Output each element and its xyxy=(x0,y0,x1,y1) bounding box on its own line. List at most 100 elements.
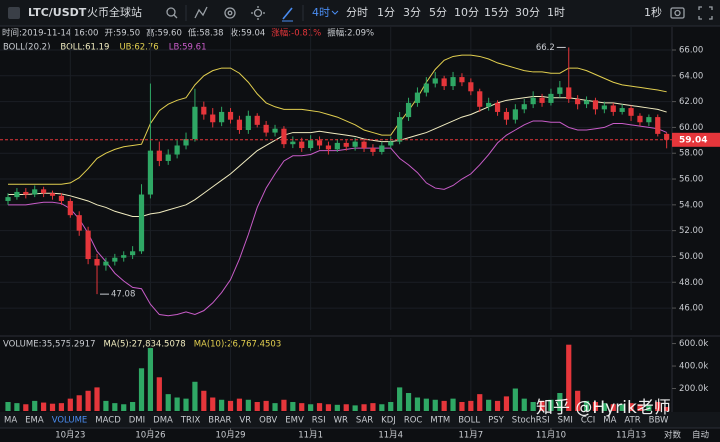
volume-bar xyxy=(370,403,376,411)
screenshot-icon[interactable] xyxy=(670,7,685,19)
info-item: 低:58.38 xyxy=(188,28,224,39)
indicator-tab[interactable]: SAR xyxy=(356,416,373,426)
candle-body xyxy=(414,92,421,103)
draw-icon[interactable] xyxy=(282,7,293,22)
watermark: 知乎 @Hyrik老师 xyxy=(536,398,671,418)
x-tick-label: 11月7 xyxy=(458,431,483,441)
volume-bar xyxy=(5,402,11,411)
interval-button[interactable]: 4时 xyxy=(312,6,330,19)
candle-body xyxy=(23,191,29,195)
candle-body xyxy=(583,100,590,105)
candle-body xyxy=(5,197,11,201)
scale-button[interactable]: 自动 xyxy=(692,430,710,441)
scale-button[interactable]: 对数 xyxy=(664,430,682,441)
indicator-tab[interactable]: PSY xyxy=(488,416,505,426)
candle-body xyxy=(610,105,616,112)
indicator-tab[interactable]: BBW xyxy=(649,416,669,426)
interval-button[interactable]: 1分 xyxy=(377,6,395,19)
volume-bar xyxy=(459,402,465,411)
refresh-speed[interactable]: 1秒 xyxy=(644,5,662,19)
boll-legend: BOLL(20,2) xyxy=(3,43,50,53)
volume-bar xyxy=(138,368,145,411)
volume-bar xyxy=(646,405,652,411)
candle-body xyxy=(486,102,492,107)
candle-body xyxy=(637,115,643,123)
symbol[interactable]: LTC/USDT xyxy=(28,6,87,19)
indicator-tab[interactable]: ROC xyxy=(404,416,423,426)
indicator-tab[interactable]: BOLL xyxy=(458,416,480,426)
indicator-tab[interactable]: MA xyxy=(603,416,616,426)
indicator-tab[interactable]: DMA xyxy=(153,416,173,426)
indicator-tab[interactable]: MA xyxy=(4,416,17,426)
volume-bar xyxy=(494,400,501,411)
indicator-tab[interactable]: CCI xyxy=(581,416,595,426)
indicator-tab[interactable]: SMI xyxy=(558,416,573,426)
indicator-tab[interactable]: RSI xyxy=(312,416,326,426)
menu-icon[interactable] xyxy=(8,7,20,19)
candle-body xyxy=(121,255,127,258)
interval-button[interactable]: 5分 xyxy=(429,6,447,19)
indicator-tab[interactable]: WR xyxy=(334,416,348,426)
info-item: 收:59.04 xyxy=(230,28,266,39)
candle-body xyxy=(245,115,251,130)
fullscreen-icon[interactable] xyxy=(698,6,713,20)
indicator-tab[interactable]: VR xyxy=(239,416,251,426)
x-tick-label: 10月29 xyxy=(215,431,245,441)
settings-icon[interactable] xyxy=(224,7,236,19)
dropdown-chevron[interactable] xyxy=(331,10,339,15)
y-tick-label: 58.00 xyxy=(679,149,703,159)
volume-bar xyxy=(76,395,82,411)
volume-bar xyxy=(325,404,332,411)
volume-bar xyxy=(423,398,429,411)
x-tick-label: 11月1 xyxy=(298,431,323,441)
volume-bar xyxy=(299,403,305,411)
indicator-tab[interactable]: EMV xyxy=(285,416,304,426)
volume-bar xyxy=(441,400,447,411)
interval-button[interactable]: 1时 xyxy=(547,6,565,19)
volume-bar xyxy=(539,400,545,411)
max-annotation: 66.2 xyxy=(536,43,555,53)
indicator-tab[interactable]: EMA xyxy=(25,416,44,426)
interval-button[interactable]: 30分 xyxy=(515,6,540,19)
volume-bar xyxy=(165,394,171,411)
y-tick-label: 46.00 xyxy=(679,304,703,314)
candle-body xyxy=(67,200,73,216)
candle-body xyxy=(308,140,314,149)
indicator-tab[interactable]: MTM xyxy=(430,416,450,426)
volume-bar xyxy=(227,400,234,411)
candle-body xyxy=(316,140,323,146)
info-item: 开:59.50 xyxy=(104,29,140,39)
volume-bar xyxy=(121,404,127,411)
interval-button[interactable]: 3分 xyxy=(403,6,421,19)
indicator-tab[interactable]: TRIX xyxy=(180,416,201,426)
interval-button[interactable]: 15分 xyxy=(484,6,509,19)
indicator-tab[interactable]: OBV xyxy=(259,416,277,426)
last-price-box xyxy=(672,132,720,147)
candle-body xyxy=(441,78,447,87)
volume-bar xyxy=(414,397,421,411)
search-icon[interactable] xyxy=(166,7,178,19)
candle-body xyxy=(352,141,358,147)
candle-body xyxy=(646,117,652,123)
candle-body xyxy=(281,128,287,145)
indicator-tab[interactable]: VOLUME xyxy=(52,416,88,426)
candle-body xyxy=(112,257,118,262)
indicator-tab[interactable]: DMI xyxy=(129,416,145,426)
theme-icon[interactable] xyxy=(251,6,265,20)
indicator-tab[interactable]: ATR xyxy=(624,416,640,426)
interval-button[interactable]: 分时 xyxy=(346,6,368,19)
indicator-icon[interactable] xyxy=(194,6,208,19)
indicator-tab[interactable]: MACD xyxy=(95,416,121,426)
candle-body xyxy=(548,93,554,103)
info-item: 时间:2019-11-14 16:00 xyxy=(2,28,98,39)
volume-bar xyxy=(530,402,536,411)
volume-legend: VOLUME:35,575.2917 xyxy=(3,340,96,350)
indicator-tab[interactable]: StochRSI xyxy=(512,416,550,426)
exchange[interactable]: 火币全球站 xyxy=(87,5,142,19)
indicator-tab[interactable]: KDJ xyxy=(381,416,396,426)
indicator-tab[interactable]: BRAR xyxy=(208,416,231,426)
y-tick-label: 56.00 xyxy=(679,175,703,185)
interval-button[interactable]: 10分 xyxy=(454,6,479,19)
candle-body xyxy=(619,108,625,112)
candle-body xyxy=(174,145,180,155)
